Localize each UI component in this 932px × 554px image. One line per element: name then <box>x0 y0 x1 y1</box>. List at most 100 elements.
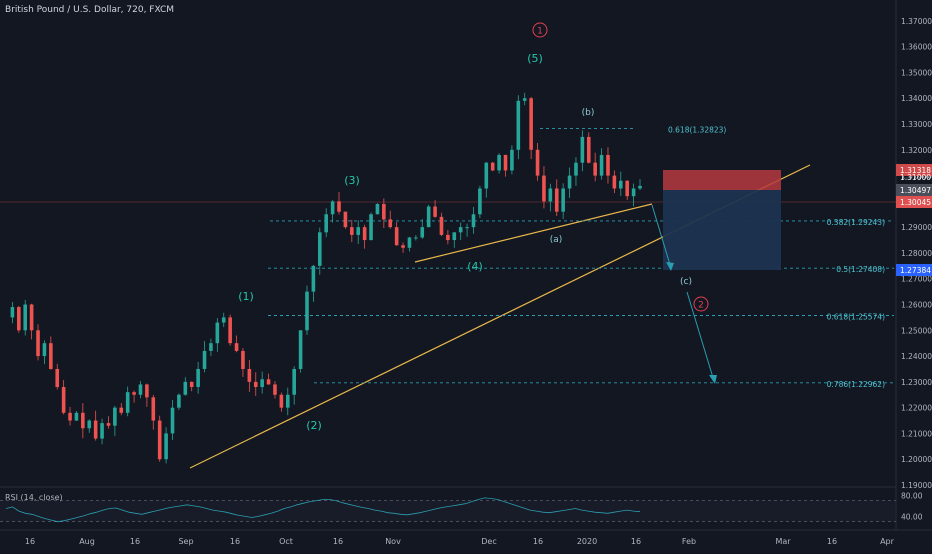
wave-label: (c) <box>680 277 692 287</box>
candle-body <box>561 188 565 212</box>
candle-body <box>490 162 495 171</box>
fib-level-label: 0.5(1.27408) <box>836 265 885 274</box>
candle-body <box>529 98 533 150</box>
x-tick-label: Sep <box>178 537 193 546</box>
wave-label: (2) <box>306 419 322 432</box>
candle-body <box>221 317 226 323</box>
candle-body <box>548 188 553 202</box>
fib-level-label: 0.618(1.25574) <box>827 312 885 321</box>
candle-body <box>228 317 232 344</box>
price-tag-bg <box>896 264 932 276</box>
x-tick-label: Nov <box>385 537 401 546</box>
candle-body <box>465 227 469 229</box>
candle-body <box>298 330 303 369</box>
candle-body <box>100 423 104 439</box>
candle-body <box>433 206 437 217</box>
candle-body <box>420 227 425 238</box>
candle-body <box>375 203 380 215</box>
wave-label: (b) <box>582 108 595 118</box>
y-tick-label: 1.22000 <box>901 404 932 413</box>
fib-level-label: 0.786(1.22962) <box>827 380 885 389</box>
candle-body <box>23 304 28 331</box>
candle-body <box>311 265 316 292</box>
x-tick-label: 16 <box>130 537 140 546</box>
x-tick-label: 16 <box>333 537 343 546</box>
price-tag-label: 1.31000 <box>900 173 931 182</box>
candle-body <box>177 394 181 408</box>
candle-body <box>343 211 348 228</box>
y-tick-label: 1.29000 <box>901 223 932 232</box>
y-tick-label: 1.21000 <box>901 429 932 438</box>
y-tick-label: 1.19000 <box>901 481 932 490</box>
candle-body <box>330 201 335 215</box>
candle-body <box>580 136 585 163</box>
candle-body <box>215 322 220 344</box>
circled-wave-marker <box>693 296 709 312</box>
candle-body <box>618 180 623 189</box>
x-tick-label: 16 <box>533 537 543 546</box>
candle-body <box>362 227 367 241</box>
candle-body <box>522 98 527 101</box>
rsi-band <box>0 500 896 522</box>
candle-body <box>253 381 258 388</box>
y-tick-label: 1.20000 <box>901 455 932 464</box>
candle-body <box>241 350 245 369</box>
candle-body <box>74 412 79 421</box>
wedge-trendline <box>414 203 653 263</box>
candle-body <box>484 162 489 189</box>
candle-body <box>625 180 629 197</box>
take-profit-zone <box>663 190 781 270</box>
y-tick-label: 1.25000 <box>901 326 932 335</box>
candle-body <box>638 185 642 189</box>
candle-body <box>535 149 540 176</box>
candle-body <box>446 234 450 241</box>
candle-body <box>554 188 559 212</box>
candle-body <box>356 227 361 235</box>
projection-arrow-c <box>651 204 672 269</box>
wave-label: (a) <box>550 235 563 245</box>
candle-body <box>394 227 399 246</box>
candle-body <box>414 237 418 239</box>
candle-body <box>542 175 546 202</box>
candle-body <box>305 291 309 331</box>
price-tag-bg <box>896 196 932 208</box>
candle-body <box>55 368 60 388</box>
x-tick-label: Feb <box>682 537 696 546</box>
wave-label: (5) <box>527 52 543 65</box>
y-tick-label: 1.23000 <box>901 378 932 387</box>
y-tick-label: 1.35000 <box>901 68 932 77</box>
candle-body <box>599 154 604 176</box>
chart-title: British Pound / U.S. Dollar, 720, FXCM <box>5 5 175 15</box>
y-tick-label: 1.33000 <box>901 120 932 129</box>
y-tick-label: 1.37000 <box>901 17 932 26</box>
candle-body <box>324 214 329 233</box>
rsi-tick-label: 80.00 <box>901 491 923 500</box>
candle-body <box>612 175 617 189</box>
candle-body <box>516 100 521 150</box>
candle-body <box>426 206 431 228</box>
candle-body <box>164 433 168 460</box>
projection-arrow-2 <box>686 291 715 382</box>
candle-body <box>87 420 92 429</box>
candle-body <box>260 379 264 388</box>
candle-body <box>458 227 463 233</box>
candle-body <box>36 330 40 357</box>
candle-body <box>157 420 162 460</box>
wave-label: (3) <box>344 174 360 187</box>
arrow-head-2 <box>709 375 717 384</box>
candle-body <box>337 201 341 212</box>
y-tick-label: 1.28000 <box>901 249 932 258</box>
rsi-line <box>5 497 641 523</box>
candle-body <box>183 381 188 395</box>
x-tick-label: 16 <box>25 537 35 546</box>
arrow-head-c <box>666 262 674 271</box>
candle-body <box>279 394 284 408</box>
y-tick-label: 1.31000 <box>901 172 932 181</box>
candle-body <box>106 423 111 426</box>
rsi-tick-label: 40.00 <box>901 512 923 521</box>
candle-body <box>567 175 572 189</box>
candle-body <box>388 219 393 228</box>
candle-body <box>125 392 130 413</box>
